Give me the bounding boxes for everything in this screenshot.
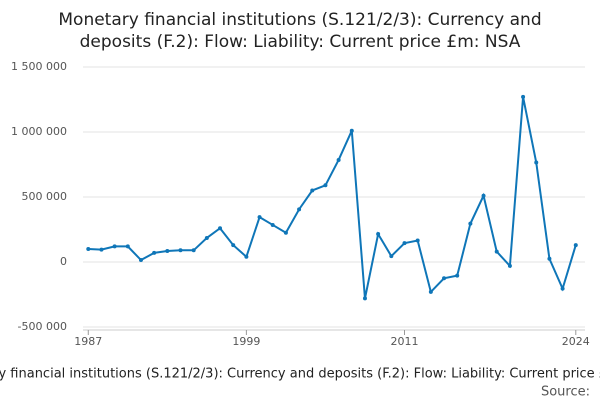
point bbox=[165, 248, 170, 253]
y-tick-label: -500 000 bbox=[18, 320, 67, 333]
point bbox=[191, 248, 196, 253]
point bbox=[244, 254, 249, 259]
point bbox=[455, 273, 460, 278]
point bbox=[218, 226, 223, 231]
point bbox=[560, 286, 565, 291]
point bbox=[428, 289, 433, 294]
x-tick-label: 1987 bbox=[74, 335, 102, 348]
point bbox=[231, 243, 236, 248]
point bbox=[415, 238, 420, 243]
point bbox=[283, 230, 288, 235]
point bbox=[323, 183, 328, 188]
point bbox=[297, 207, 302, 212]
point bbox=[573, 243, 578, 248]
chart-title: Monetary financial institutions (S.121/2… bbox=[58, 10, 541, 52]
point bbox=[349, 128, 354, 133]
y-tick-label: 1 000 000 bbox=[11, 125, 67, 138]
point bbox=[204, 235, 209, 240]
line bbox=[88, 96, 577, 299]
point bbox=[99, 247, 104, 252]
source: Source: bbox=[541, 385, 590, 400]
point bbox=[125, 244, 130, 249]
point bbox=[521, 94, 526, 99]
point bbox=[86, 247, 91, 251]
footer-title: Monetary financial institutions (S.121/2… bbox=[0, 367, 600, 382]
point bbox=[442, 276, 447, 281]
point bbox=[362, 296, 367, 301]
point bbox=[336, 157, 341, 162]
x-tick-label: 2024 bbox=[562, 335, 590, 348]
y-tick-label: 0 bbox=[60, 255, 67, 268]
y-tick-label: 500 000 bbox=[22, 190, 68, 203]
point bbox=[138, 258, 143, 263]
point bbox=[376, 232, 381, 237]
x-tick-label: 1999 bbox=[232, 335, 260, 348]
point bbox=[152, 250, 157, 255]
point bbox=[547, 256, 552, 261]
point bbox=[534, 160, 539, 165]
point bbox=[481, 193, 486, 198]
point bbox=[507, 263, 512, 268]
point bbox=[257, 215, 262, 220]
x-tick-label: 2011 bbox=[390, 335, 418, 348]
point bbox=[178, 248, 183, 253]
point bbox=[494, 249, 499, 254]
y-tick-label: 1 500 000 bbox=[11, 60, 67, 73]
point bbox=[310, 188, 315, 193]
point bbox=[112, 244, 117, 249]
point bbox=[389, 254, 394, 259]
point bbox=[270, 222, 275, 227]
point bbox=[468, 221, 473, 226]
point bbox=[402, 241, 407, 246]
